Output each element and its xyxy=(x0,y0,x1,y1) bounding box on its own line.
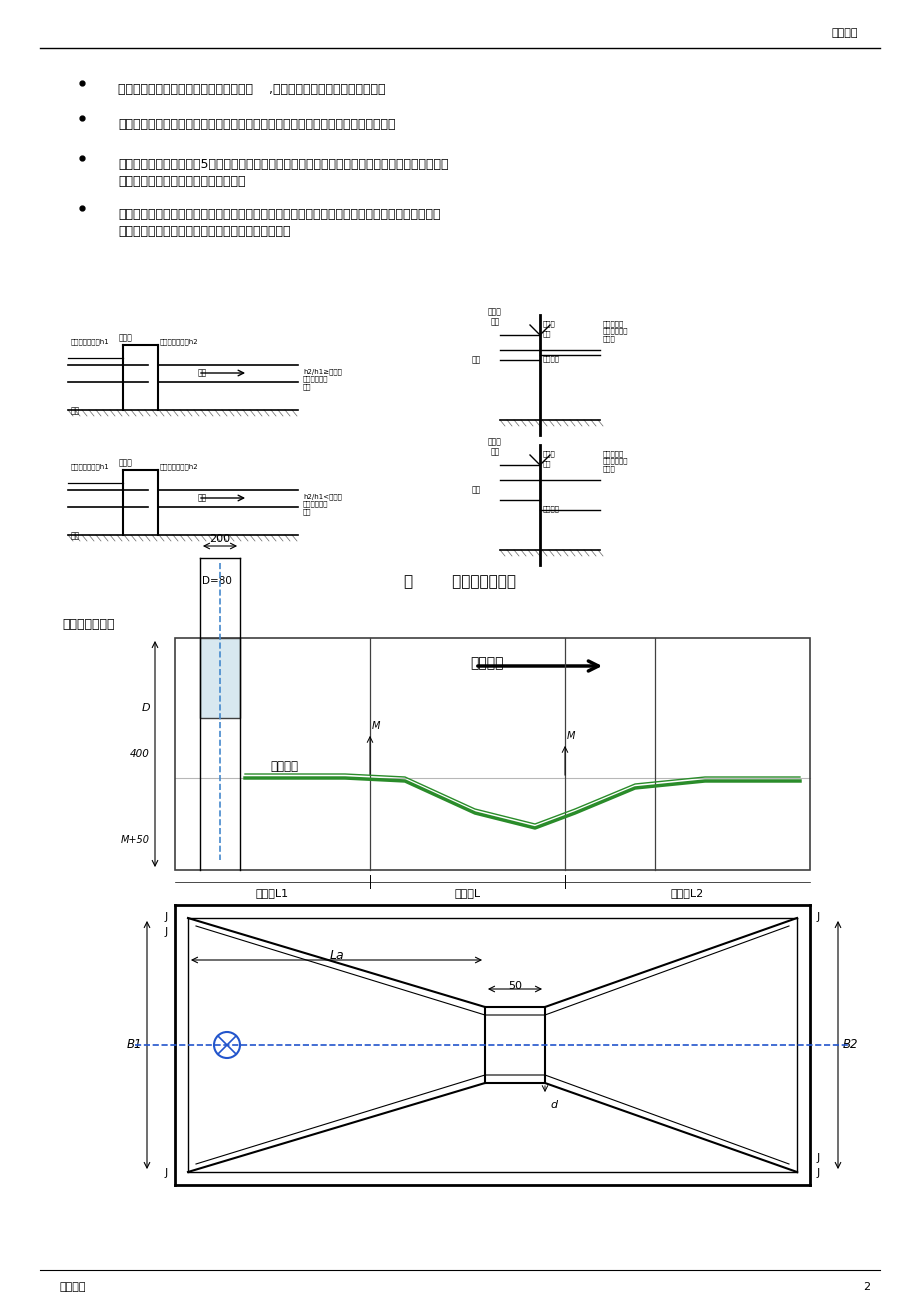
Text: 量水槽: 量水槽 xyxy=(542,450,555,456)
Text: 下游水面: 下游水面 xyxy=(542,506,560,512)
Text: J: J xyxy=(816,1153,820,1164)
Text: D=80: D=80 xyxy=(202,576,232,586)
Text: 下游水面: 下游水面 xyxy=(542,354,560,362)
Text: 堰坎: 堰坎 xyxy=(490,317,499,326)
Text: 喉道段L: 喉道段L xyxy=(454,889,480,898)
Text: 堰坎: 堰坎 xyxy=(490,447,499,456)
Text: 巴歇尔槽通水后，水的流态要自由流。巴歇尔槽的淹没度要小于规定的临界淹没度。: 巴歇尔槽通水后，水的流态要自由流。巴歇尔槽的淹没度要小于规定的临界淹没度。 xyxy=(118,119,395,132)
Text: 堰坎: 堰坎 xyxy=(542,330,550,336)
Bar xyxy=(175,638,809,870)
Text: 量水槽: 量水槽 xyxy=(119,457,132,466)
Text: 400: 400 xyxy=(130,749,150,760)
Text: 量水槽: 量水槽 xyxy=(119,334,132,341)
Text: La: La xyxy=(329,949,344,962)
Text: 量水槽: 量水槽 xyxy=(488,308,502,317)
Text: 下游水栓高
于堰坎，为淹
没流。: 下游水栓高 于堰坎，为淹 没流。 xyxy=(602,321,628,341)
Text: 有渠道坡降形成的冲力。（参见下图）: 有渠道坡降形成的冲力。（参见下图） xyxy=(118,175,245,188)
Text: 欢迎下载: 欢迎下载 xyxy=(60,1282,86,1293)
Text: 200: 200 xyxy=(210,534,231,543)
Text: 量水槽: 量水槽 xyxy=(488,437,502,446)
Text: 量水槽: 量水槽 xyxy=(542,321,555,327)
Text: h2/h1≥临界淹
没度，为淹没
流。: h2/h1≥临界淹 没度，为淹没 流。 xyxy=(302,367,342,390)
Text: 下断规则点水栓h2: 下断规则点水栓h2 xyxy=(160,463,199,469)
Text: J: J xyxy=(165,926,168,937)
Text: 水流: 水流 xyxy=(198,493,207,502)
Text: 50: 50 xyxy=(507,981,521,992)
Text: d: d xyxy=(550,1100,557,1110)
Text: B2: B2 xyxy=(842,1038,857,1052)
Text: D: D xyxy=(142,704,150,713)
Text: B1: B1 xyxy=(127,1038,142,1052)
Text: 下断规则点水栓h2: 下断规则点水栓h2 xyxy=(160,337,199,344)
Text: 巴歇尔槽构造图: 巴歇尔槽构造图 xyxy=(62,618,114,631)
Text: M+50: M+50 xyxy=(121,835,150,846)
Text: 堰坎: 堰坎 xyxy=(542,460,550,466)
Text: 收缩段L1: 收缩段L1 xyxy=(255,889,289,898)
Text: 上断规则点水栓h1: 上断规则点水栓h1 xyxy=(71,337,109,344)
Text: 水流: 水流 xyxy=(471,485,481,494)
Text: J: J xyxy=(816,912,820,923)
Text: 渠道: 渠道 xyxy=(71,532,80,539)
Text: 精品文库: 精品文库 xyxy=(831,27,857,38)
Text: M: M xyxy=(371,721,380,731)
Text: J: J xyxy=(816,1167,820,1178)
Text: 扩散段L2: 扩散段L2 xyxy=(670,889,703,898)
Text: 巴歇尔槽的中心线要与渠道的中心线重合    ,使水流进入巴歇尔槽不出现偏流。: 巴歇尔槽的中心线要与渠道的中心线重合 ,使水流进入巴歇尔槽不出现偏流。 xyxy=(118,83,385,96)
Text: 下游水栓低
于堰坎，为自
由流。: 下游水栓低 于堰坎，为自 由流。 xyxy=(602,450,628,472)
Text: 2: 2 xyxy=(862,1282,869,1293)
Text: J: J xyxy=(165,912,168,923)
Text: M: M xyxy=(566,731,574,741)
Text: 巴歇尔槽安装在渠道上要牢固。与渠道侧壁、渠底连结要紧密，不能漏水。使水流全部流经巴歇尔: 巴歇尔槽安装在渠道上要牢固。与渠道侧壁、渠底连结要紧密，不能漏水。使水流全部流经… xyxy=(118,208,440,222)
Text: 水流: 水流 xyxy=(198,367,207,377)
Text: 巴歇尔槽的上游应有大于5倍渠道宽的平直段，使水流能平稳进入巴歇尔槽。即没有左右偏流，也没: 巴歇尔槽的上游应有大于5倍渠道宽的平直段，使水流能平稳进入巴歇尔槽。即没有左右偏… xyxy=(118,158,448,171)
Bar xyxy=(199,638,240,718)
Text: h2/h1<临界淹
没度，为自由
流。: h2/h1<临界淹 没度，为自由 流。 xyxy=(302,493,342,515)
Text: 水流: 水流 xyxy=(471,354,481,364)
Text: 图        自由流与淹没流: 图 自由流与淹没流 xyxy=(403,575,516,589)
Text: 水流方向: 水流方向 xyxy=(470,655,503,670)
Text: 水位零点: 水位零点 xyxy=(269,760,298,773)
Text: 槽的计量部位。巴歇尔槽的计量部位是槽内喉道段。: 槽的计量部位。巴歇尔槽的计量部位是槽内喉道段。 xyxy=(118,225,290,238)
Text: 渠道: 渠道 xyxy=(71,407,80,414)
Text: 上断规则点水栓h1: 上断规则点水栓h1 xyxy=(71,463,109,469)
Text: J: J xyxy=(165,1167,168,1178)
